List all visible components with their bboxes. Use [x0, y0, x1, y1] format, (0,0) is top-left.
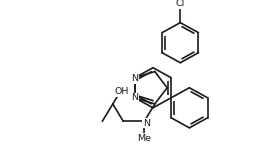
Text: Cl: Cl [176, 0, 185, 8]
Text: N: N [131, 93, 138, 102]
Text: N: N [143, 119, 150, 128]
Text: Me: Me [137, 134, 151, 143]
Text: N: N [131, 93, 138, 102]
Text: N: N [131, 74, 138, 83]
Text: OH: OH [115, 87, 129, 96]
